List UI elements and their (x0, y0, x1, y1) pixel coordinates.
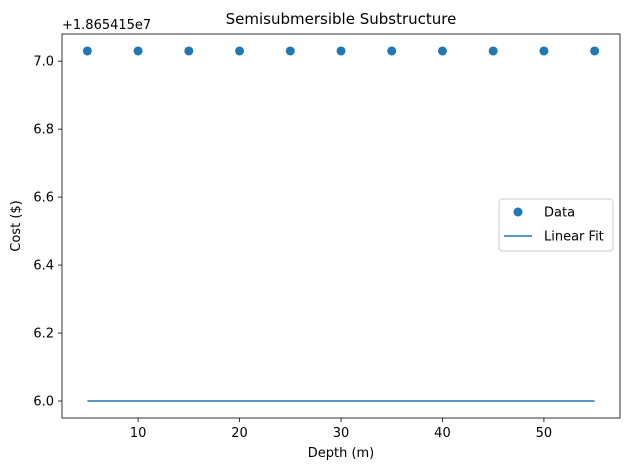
y-tick-label: 6.4 (33, 259, 54, 274)
legend: Data Linear Fit (498, 198, 614, 252)
data-point (539, 46, 549, 56)
y-offset-label: +1.865415e7 (62, 18, 151, 33)
y-tick-label: 7.0 (33, 55, 54, 70)
data-point (387, 46, 397, 56)
x-axis-label: Depth (m) (308, 446, 375, 461)
y-tick-label: 6.6 (33, 191, 54, 206)
y-tick-label: 6.0 (33, 395, 54, 410)
data-point (590, 46, 600, 56)
data-point (235, 46, 245, 56)
y-tick-label: 6.8 (33, 123, 54, 138)
x-tick-label: 10 (130, 426, 147, 441)
data-point (437, 46, 447, 56)
data-point (488, 46, 498, 56)
data-point (133, 46, 143, 56)
x-tick-label: 40 (434, 426, 451, 441)
data-point (82, 46, 92, 56)
data-point (285, 46, 295, 56)
chart-title: Semisubmersible Substructure (226, 10, 457, 28)
x-tick-label: 50 (536, 426, 553, 441)
legend-box (498, 198, 614, 252)
x-tick-label: 20 (231, 426, 248, 441)
x-tick-label: 30 (333, 426, 350, 441)
legend-label: Data (544, 206, 575, 221)
y-tick-label: 6.2 (33, 327, 54, 342)
data-point (336, 46, 346, 56)
legend-marker-swatch (513, 207, 523, 217)
plot-marks (82, 46, 600, 402)
y-axis-label: Cost ($) (9, 200, 24, 251)
data-point (184, 46, 194, 56)
legend-label: Linear Fit (544, 230, 604, 245)
axes: 10 20 30 40 50 6.0 6.2 6.4 6.6 6.8 7.0 (33, 33, 621, 441)
